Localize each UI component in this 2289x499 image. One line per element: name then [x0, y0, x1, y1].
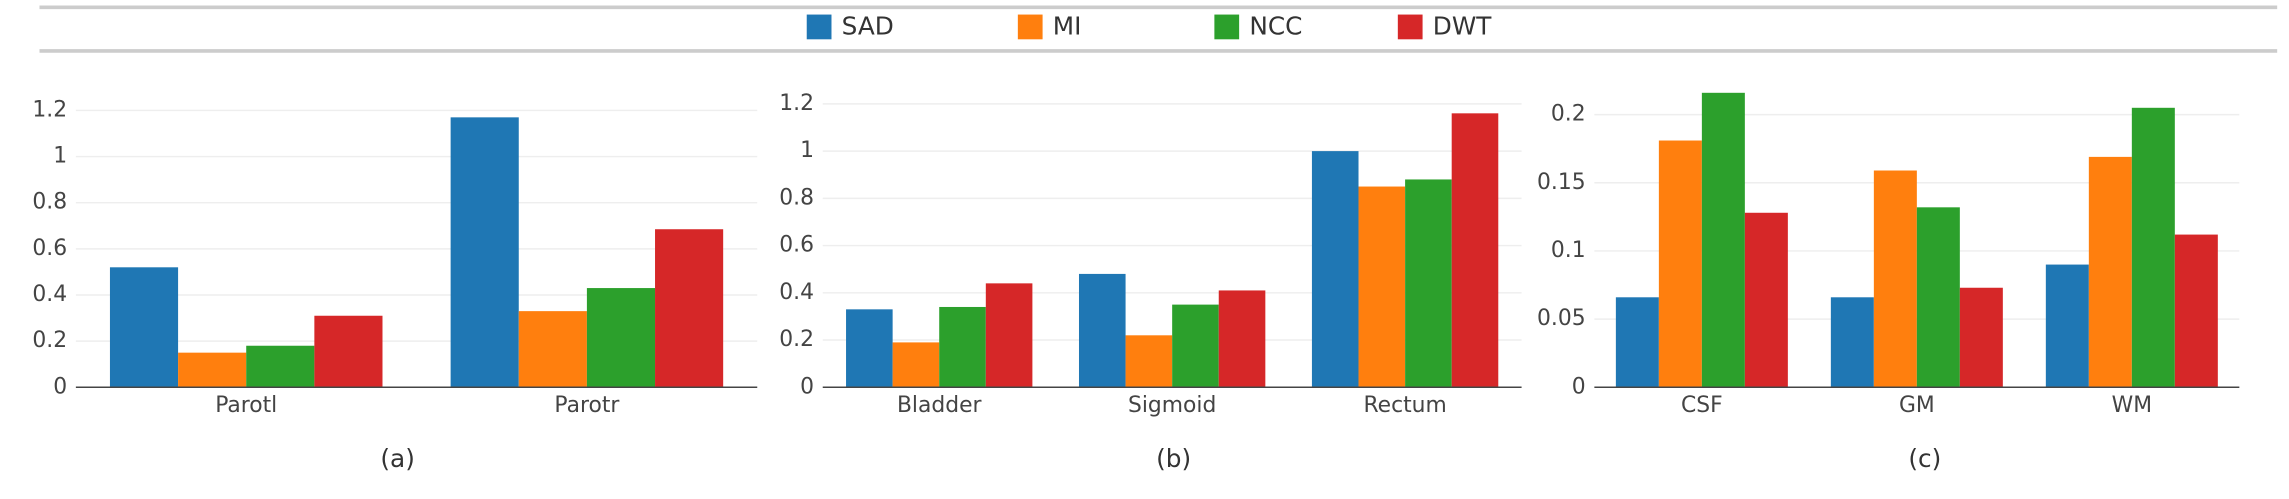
bar: [586, 288, 656, 388]
bar: [1615, 297, 1659, 388]
x-tick-label: CSF: [1681, 393, 1723, 418]
x-tick-label: Rectum: [1363, 393, 1446, 418]
panel-caption: (c): [1908, 444, 1941, 473]
bar: [178, 352, 247, 388]
y-tick-label: 0.4: [779, 280, 814, 305]
y-tick-label: 0.1: [1551, 238, 1586, 263]
legend-label: DWT: [1433, 12, 1493, 41]
legend: SAD MI NCC DWT: [806, 12, 1493, 41]
y-tick-label: 0: [53, 374, 67, 399]
x-tick-label: WM: [2112, 393, 2152, 418]
bar: [1830, 297, 1874, 388]
y-tick-label: 0: [800, 374, 814, 399]
legend-swatch: [1397, 14, 1423, 40]
y-tick-label: 0.8: [32, 190, 67, 215]
y-tick-label: 0.2: [1551, 102, 1586, 127]
y-tick-label: 0.6: [32, 236, 67, 261]
bar: [518, 311, 587, 388]
y-tick-label: 0.05: [1537, 306, 1586, 331]
bar: [1172, 304, 1219, 388]
bar: [109, 267, 179, 388]
y-tick-label: 1.2: [32, 97, 67, 122]
bar: [1358, 186, 1406, 388]
legend-swatch: [1214, 14, 1240, 40]
bar: [246, 345, 315, 388]
y-tick-label: 0.15: [1537, 170, 1586, 195]
bar: [1658, 140, 1702, 388]
bar: [1916, 207, 1960, 388]
bar: [2088, 156, 2132, 388]
x-tick-label: Parotl: [215, 393, 277, 418]
bar: [1405, 179, 1452, 388]
legend-label: NCC: [1249, 12, 1302, 41]
x-tick-label: Parotr: [554, 393, 619, 418]
y-tick-label: 0.2: [779, 327, 814, 352]
y-tick-label: 1.2: [779, 91, 814, 116]
bar: [1218, 290, 1266, 388]
bar: [2174, 234, 2218, 388]
bar: [1311, 151, 1359, 388]
bar: [1959, 287, 2003, 388]
bar: [1125, 335, 1173, 388]
bar: [450, 117, 519, 388]
panel-caption: (b): [1156, 444, 1191, 473]
y-tick-label: 1: [800, 138, 814, 163]
legend-swatch: [806, 14, 832, 40]
bar: [892, 342, 940, 388]
y-tick-label: 0: [1572, 374, 1586, 399]
y-tick-label: 0.2: [32, 328, 67, 353]
legend-label: SAD: [842, 12, 894, 41]
y-tick-label: 0.4: [32, 282, 67, 307]
bar: [1451, 113, 1499, 388]
y-tick-label: 1: [53, 144, 67, 169]
bar: [314, 315, 383, 388]
bar: [1744, 212, 1788, 388]
x-tick-label: GM: [1899, 393, 1935, 418]
bar: [939, 306, 986, 388]
bar: [2131, 107, 2175, 388]
bar: [846, 309, 893, 388]
panel-caption: (a): [380, 444, 414, 473]
x-tick-label: Sigmoid: [1128, 393, 1216, 418]
bar: [1078, 273, 1126, 388]
x-tick-label: Bladder: [897, 393, 982, 418]
legend-label: MI: [1053, 12, 1082, 41]
y-tick-label: 0.8: [779, 185, 814, 210]
y-tick-label: 0.6: [779, 233, 814, 258]
bar: [2045, 264, 2089, 388]
legend-swatch: [1017, 14, 1043, 40]
bar: [985, 283, 1033, 388]
bar: [655, 229, 724, 388]
bar: [1701, 92, 1745, 388]
bar: [1873, 170, 1917, 388]
